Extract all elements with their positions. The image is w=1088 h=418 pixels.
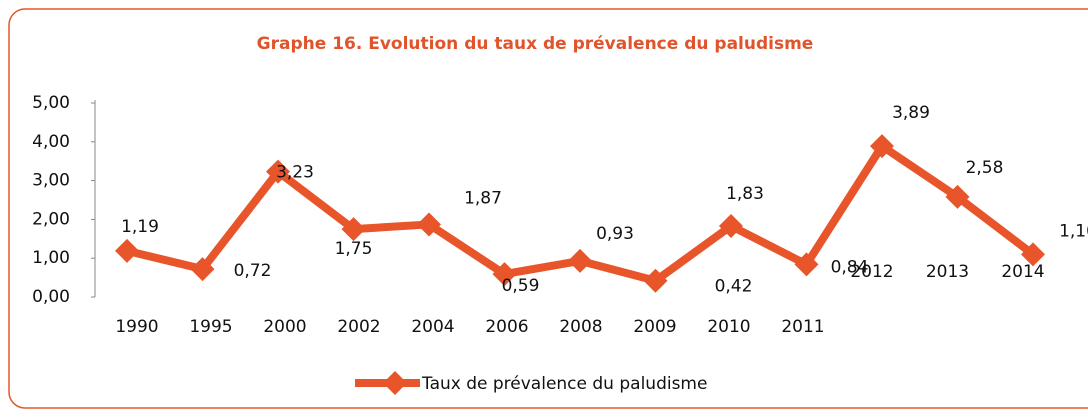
legend-label: Taux de prévalence du paludisme [421, 374, 707, 394]
data-label: 1,75 [335, 239, 373, 259]
data-point [870, 134, 894, 159]
data-label: 1,10 [1059, 221, 1088, 241]
y-tick-label: 3,00 [32, 171, 70, 191]
data-point [794, 252, 819, 277]
data-label: 2,58 [966, 158, 1004, 178]
data-point [568, 248, 592, 273]
data-point [266, 159, 290, 184]
data-label: 1,87 [464, 188, 502, 208]
data-label: 1,83 [726, 184, 764, 204]
y-tick-label: 5,00 [32, 93, 70, 113]
data-label: 0,59 [502, 276, 540, 296]
y-tick-label: 4,00 [32, 132, 70, 152]
x-tick-label: 2010 [707, 317, 750, 337]
data-point [643, 268, 668, 293]
data-point [719, 213, 743, 238]
x-tick-label: 1995 [189, 317, 232, 337]
x-tick-label: 2004 [411, 317, 454, 337]
data-point [945, 184, 970, 209]
x-tick-label: 2008 [559, 317, 602, 337]
x-tick-label: 2013 [926, 262, 969, 282]
data-point [417, 212, 441, 237]
data-point [341, 217, 366, 242]
data-label: 0,72 [234, 261, 272, 281]
y-tick-label: 0,00 [32, 287, 70, 307]
data-point [115, 238, 139, 263]
data-label: 0,93 [596, 224, 634, 244]
data-point [492, 262, 517, 287]
data-label: 0,84 [831, 257, 869, 277]
data-label: 1,19 [121, 217, 159, 237]
x-tick-label: 2011 [781, 317, 824, 337]
data-label: 3,23 [276, 163, 314, 183]
data-point [190, 257, 215, 282]
chart-border [8, 8, 1088, 409]
y-tick-label: 1,00 [32, 248, 70, 268]
y-tick-label: 2,00 [32, 209, 70, 229]
chart-title: Graphe 16. Evolution du taux de prévalen… [257, 34, 814, 54]
x-tick-label: 2014 [1001, 262, 1044, 282]
x-tick-label: 2009 [633, 317, 676, 337]
x-tick-label: 1990 [115, 317, 158, 337]
data-label: 0,42 [715, 277, 753, 297]
x-tick-label: 2006 [485, 317, 528, 337]
x-tick-label: 2012 [850, 262, 893, 282]
x-tick-label: 2002 [337, 317, 380, 337]
x-tick-label: 2000 [263, 317, 306, 337]
data-point [1021, 242, 1045, 267]
data-label: 3,89 [892, 103, 930, 123]
legend-marker [383, 371, 407, 395]
